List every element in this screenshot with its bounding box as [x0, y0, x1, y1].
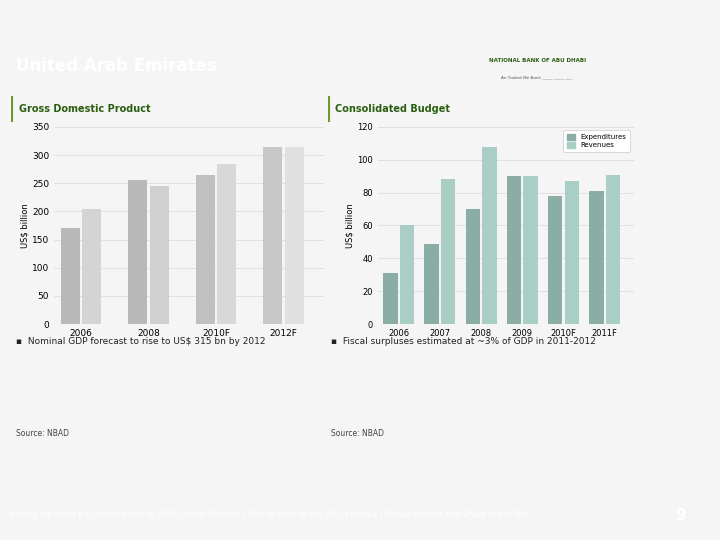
Bar [564, 181, 579, 324]
Bar [196, 175, 215, 324]
Bar [466, 209, 480, 324]
Text: Among the world's 50 safest banks in 2009 (Global Finance) | Official bank of th: Among the world's 50 safest banks in 200… [9, 510, 528, 519]
Y-axis label: US$ billion: US$ billion [20, 203, 29, 248]
Text: Consolidated Budget: Consolidated Budget [336, 104, 451, 114]
Text: NATIONAL BANK OF ABU DHABI: NATIONAL BANK OF ABU DHABI [489, 58, 585, 63]
Legend: Expenditures, Revenues: Expenditures, Revenues [564, 130, 630, 152]
Bar [383, 273, 397, 324]
Y-axis label: US$ billion: US$ billion [346, 203, 355, 248]
Text: ▪  Fiscal surpluses estimated at ~3% of GDP in 2011-2012: ▪ Fiscal surpluses estimated at ~3% of G… [331, 338, 596, 347]
Bar [60, 228, 80, 324]
Bar [400, 226, 414, 324]
Text: United Arab Emirates: United Arab Emirates [16, 57, 217, 75]
Bar [285, 146, 304, 324]
Text: 9: 9 [675, 508, 685, 523]
Text: ▪  Nominal GDP forecast to rise to US$ 315 bn by 2012: ▪ Nominal GDP forecast to rise to US$ 31… [16, 338, 266, 347]
Bar [128, 180, 147, 324]
Text: Source: NBAD: Source: NBAD [16, 429, 69, 438]
Bar [264, 146, 282, 324]
Bar [482, 146, 497, 324]
Bar [606, 174, 620, 324]
Bar [507, 176, 521, 324]
Bar [424, 244, 438, 324]
Text: Gross Domestic Product: Gross Domestic Product [19, 104, 150, 114]
Text: An Traded We Bank _____ _____ ___: An Traded We Bank _____ _____ ___ [502, 76, 572, 79]
Bar [523, 176, 538, 324]
Bar [589, 191, 603, 324]
Bar [441, 179, 455, 324]
Text: Source: NBAD: Source: NBAD [331, 429, 384, 438]
Bar [217, 164, 236, 324]
Bar [82, 208, 102, 324]
Bar [150, 186, 168, 324]
Bar [548, 196, 562, 324]
